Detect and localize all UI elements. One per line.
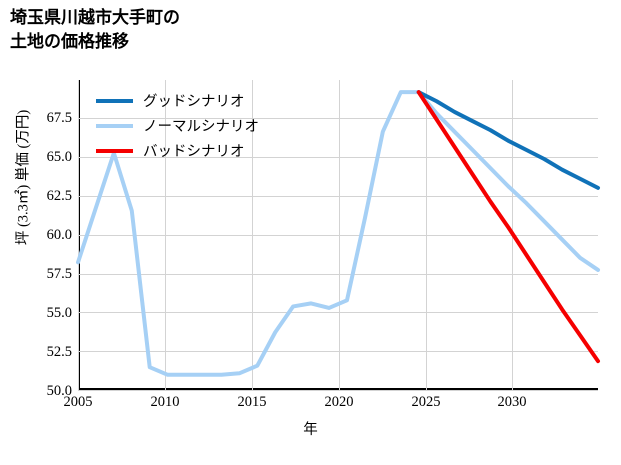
y-tick-50-0: 50.0 — [46, 383, 72, 399]
x-tick-2010: 2010 — [150, 394, 180, 410]
y-axis-tick-labels: 67.5 65.0 62.5 60.0 57.5 55.0 52.5 50.0 — [0, 80, 72, 399]
gridline-55-0 — [78, 312, 598, 313]
x-tick-2030: 2030 — [497, 394, 527, 410]
x-axis-tick-labels: 2005 2010 2015 2020 2025 2030 — [64, 394, 618, 416]
gridline-50-0 — [78, 390, 598, 391]
y-tick-67-5: 67.5 — [46, 110, 72, 126]
legend-swatch-good — [96, 98, 133, 103]
gridline-60-0 — [78, 235, 598, 236]
series-layer — [76, 90, 600, 377]
legend-swatch-normal — [96, 123, 133, 128]
x-tick-2015: 2015 — [237, 394, 267, 410]
legend-item-bad-scenario: バッドシナリオ — [96, 138, 316, 163]
legend-label-good: グッドシナリオ — [143, 94, 245, 110]
gridline-65-0 — [78, 157, 598, 158]
x-axis-title: 年 — [303, 422, 318, 438]
gridline-2020 — [339, 80, 340, 390]
chart-legend: グッドシナリオ ノーマルシナリオ バッドシナリオ — [96, 88, 316, 163]
gridline-2015 — [252, 80, 253, 390]
y-tick-52-5: 52.5 — [46, 344, 72, 360]
gridline-67-5 — [78, 118, 598, 119]
legend-item-good-scenario: グッドシナリオ — [96, 88, 316, 113]
y-tick-60-0: 60.0 — [46, 227, 72, 243]
gridline-62-5 — [78, 196, 598, 197]
legend-label-bad: バッドシナリオ — [143, 144, 245, 160]
gridline-52-5 — [78, 351, 598, 352]
legend-swatch-bad — [96, 148, 133, 153]
series-line-bad-scenario — [416, 90, 600, 364]
y-tick-65-0: 65.0 — [46, 149, 72, 165]
x-tick-2020: 2020 — [324, 394, 354, 410]
gridline-57-5 — [78, 274, 598, 275]
series-line-good-scenario — [416, 90, 600, 190]
page-title: 埼玉県川越市大手町の 土地の価格推移 — [10, 8, 180, 51]
y-tick-57-5: 57.5 — [46, 266, 72, 282]
legend-label-normal: ノーマルシナリオ — [143, 119, 259, 135]
gridline-2010 — [165, 80, 166, 390]
legend-item-normal-scenario: ノーマルシナリオ — [96, 113, 316, 138]
gridline-2025 — [426, 80, 427, 390]
plot-area — [76, 80, 600, 391]
x-tick-2025: 2025 — [411, 394, 441, 410]
y-tick-62-5: 62.5 — [46, 188, 72, 204]
series-line-normal-scenario — [76, 90, 600, 377]
y-axis-title: 坪 (3.3㎡) 単価 (万円) — [15, 109, 32, 246]
y-tick-55-0: 55.0 — [46, 305, 72, 321]
x-tick-2005: 2005 — [63, 394, 93, 410]
gridline-2005 — [78, 80, 79, 390]
